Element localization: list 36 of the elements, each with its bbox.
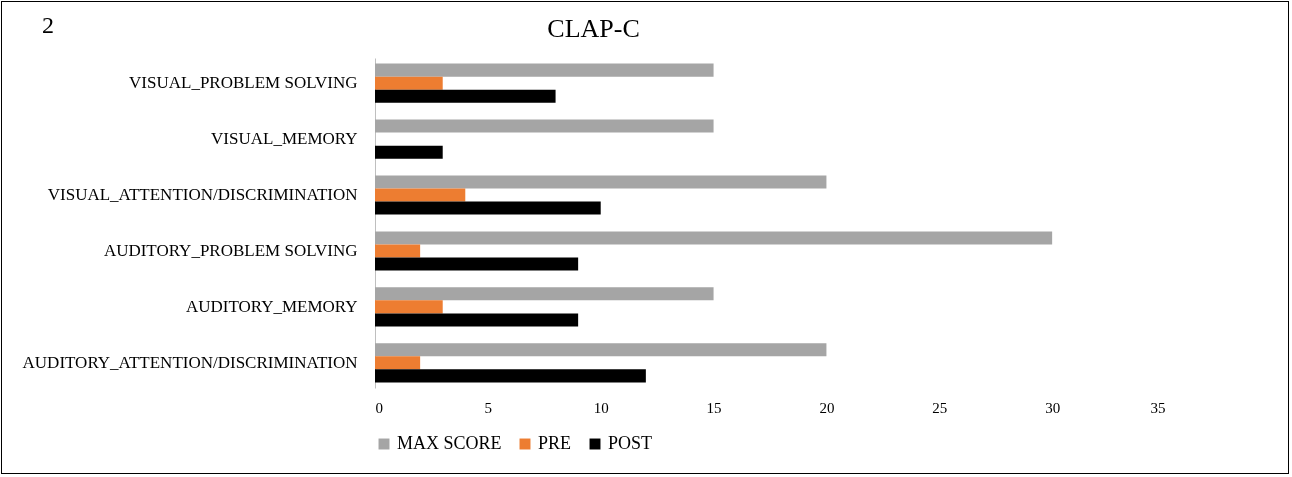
bar — [375, 188, 466, 202]
x-tick-label: 20 — [819, 399, 835, 416]
bar — [375, 244, 421, 258]
y-tick-label: VISUAL_PROBLEM SOLVING — [129, 73, 358, 93]
bar — [375, 63, 714, 77]
chart-title: CLAP-C — [547, 14, 640, 43]
y-tick-label: VISUAL_MEMORY — [211, 129, 358, 149]
x-tick-label: 35 — [1150, 399, 1166, 416]
text: 2 — [42, 12, 54, 39]
bar — [375, 76, 443, 90]
bar — [375, 356, 421, 370]
legend-label: POST — [608, 433, 653, 453]
bar — [375, 145, 443, 159]
bar — [375, 231, 1053, 245]
bar — [375, 119, 714, 133]
x-tick-label: 10 — [593, 399, 609, 416]
legend-label: PRE — [538, 433, 572, 453]
bar — [375, 201, 601, 215]
y-tick-label: AUDITORY_ATTENTION/DISCRIMINATION — [22, 352, 358, 372]
y-tick-label: AUDITORY_PROBLEM SOLVING — [103, 240, 358, 260]
y-tick-label: AUDITORY_MEMORY — [185, 296, 358, 316]
x-tick-label: 30 — [1045, 399, 1061, 416]
y-tick-label: VISUAL_ATTENTION/DISCRIMINATION — [47, 185, 358, 205]
bar — [375, 257, 579, 271]
legend-label: MAX SCORE — [397, 433, 502, 453]
x-tick-label: 5 — [484, 399, 493, 416]
x-tick-label: 25 — [932, 399, 948, 416]
bar — [375, 175, 827, 189]
x-tick-label: 15 — [706, 399, 722, 416]
bar — [375, 89, 556, 103]
bar — [375, 300, 443, 314]
bar — [375, 287, 714, 301]
bar — [375, 343, 827, 357]
bar — [375, 313, 579, 327]
x-tick-label: 0 — [375, 399, 383, 416]
bar — [375, 369, 646, 383]
